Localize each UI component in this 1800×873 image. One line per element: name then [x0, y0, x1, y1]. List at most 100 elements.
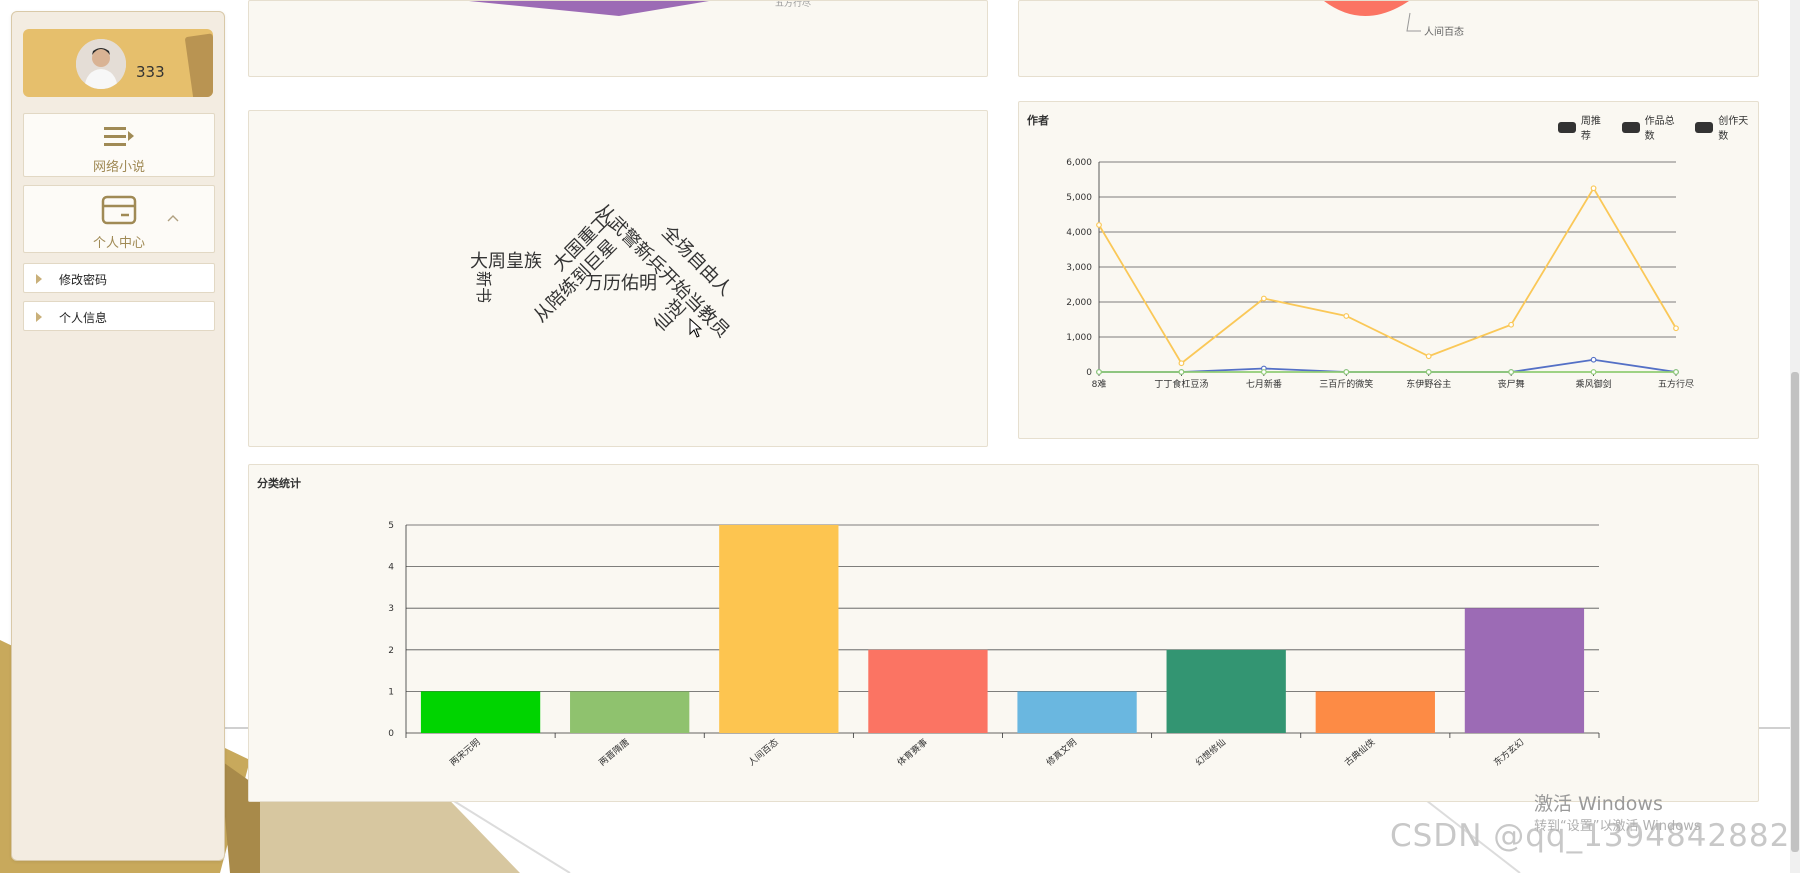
y-tick-label: 2,000	[1066, 298, 1092, 308]
x-tick-label: 两晋隋唐	[596, 736, 631, 768]
bar	[868, 649, 988, 733]
submenu-personal-info[interactable]: 个人信息	[23, 301, 215, 331]
scrollbar[interactable]	[1790, 0, 1800, 873]
legend-swatch	[1558, 121, 1576, 133]
partial-chart: 五方行尽	[469, 0, 811, 16]
data-point	[1178, 369, 1185, 375]
menu-personal-label: 个人中心	[92, 236, 145, 251]
x-tick-label: 8难	[1092, 379, 1107, 390]
activate-windows-text: 激活 Windows	[1534, 793, 1663, 815]
mouse-cursor-icon	[689, 318, 703, 338]
x-tick-label: 体育赛事	[895, 736, 930, 768]
bar	[420, 691, 541, 733]
x-tick-label: 东方玄幻	[1491, 736, 1526, 768]
x-tick-label: 两宋元明	[447, 736, 482, 768]
x-tick-label: 修真文明	[1044, 736, 1079, 768]
y-tick-label: 4	[388, 563, 394, 573]
chart-legend[interactable]: 周推荐 作品总数 创作天数	[1558, 112, 1758, 142]
caret-right-icon	[36, 274, 42, 284]
y-tick-label: 6,000	[1066, 158, 1092, 168]
bar	[1315, 691, 1435, 733]
legend-label: 作品总数	[1644, 116, 1675, 142]
panel-wordcloud: 大周皇族 大国重工 从武警新兵开始当教员 全场自由人 从陪练到巨星 万历佑明 新…	[248, 110, 988, 447]
activate-windows-hint: 转到“设置”以激活 Windows	[1534, 819, 1701, 834]
x-tick-label: 三百斤的微笑	[1319, 378, 1373, 390]
panel-category-chart: 分类统计 0 1 2 3 4 5 两宋元明 两晋隋唐 人间百态 体育赛事 修真文明 幻想修仙 古典仙侠 东…	[248, 464, 1759, 802]
x-tick-label: 五方行尽	[1658, 378, 1694, 390]
y-tick-label: 0	[1086, 368, 1092, 378]
legend-label: 创作天数	[1718, 116, 1749, 142]
list-icon	[104, 127, 134, 146]
data-point	[1260, 295, 1267, 302]
y-tick-label: 5	[388, 521, 394, 531]
avatar[interactable]	[76, 39, 126, 89]
data-point	[1343, 313, 1350, 319]
cloud-word[interactable]: 万历佑明	[585, 273, 657, 294]
x-tick-label: 古典仙侠	[1342, 736, 1377, 768]
y-tick-label: 4,000	[1066, 228, 1092, 238]
submenu-label: 修改密码	[59, 273, 108, 287]
data-point	[1590, 185, 1597, 192]
series-line	[1098, 186, 1677, 365]
panel-top-right: 人间百态	[1018, 0, 1759, 77]
y-tick-label: 5,000	[1066, 193, 1092, 203]
data-point	[1590, 369, 1597, 375]
legend-swatch	[1695, 121, 1714, 133]
menu-personal[interactable]: 个人中心	[23, 185, 215, 253]
panel-author-chart: 作者 周推荐 作品总数 创作天数 0 1,000 2,000 3,000 4,000 5,…	[1018, 101, 1759, 439]
pie-slice-label: 人间百态	[1424, 25, 1464, 38]
data-point	[1673, 325, 1679, 332]
data-point	[1673, 369, 1679, 375]
scrollbar-thumb[interactable]	[1791, 372, 1799, 852]
caret-right-icon	[36, 312, 42, 322]
y-tick-label: 0	[388, 729, 394, 739]
data-point	[1260, 369, 1267, 375]
data-point	[1508, 369, 1515, 375]
data-point	[1096, 369, 1102, 375]
y-tick-label: 2	[388, 646, 394, 656]
line-chart: 0 1,000 2,000 3,000 4,000 5,000 6,000 8难 丁丁食杠豆汤 七…	[1066, 158, 1694, 390]
data-point	[1343, 369, 1350, 375]
legend-swatch	[1621, 121, 1640, 133]
author-chart-title: 作者	[1027, 114, 1049, 127]
cloud-word[interactable]: 新书	[474, 271, 493, 304]
submenu-change-password[interactable]: 修改密码	[23, 263, 215, 293]
bar-chart: 0 1 2 3 4 5 两宋元明 两晋隋唐 人间百态 体育赛事 修真文明 幻想修仙 古典仙侠 东方玄幻	[388, 521, 1600, 768]
data-point	[1590, 356, 1597, 363]
y-tick-label: 1	[388, 687, 394, 697]
x-tick-label: 七月新番	[1246, 378, 1282, 390]
y-tick-label: 1,000	[1066, 333, 1092, 343]
data-point	[1096, 222, 1102, 228]
data-point	[1425, 369, 1432, 375]
pie-chart-partial: 人间百态	[1324, 1, 1464, 38]
x-tick-label: 丁丁食杠豆汤	[1154, 378, 1208, 390]
category-chart-title: 分类统计	[257, 477, 301, 490]
series-line	[1099, 358, 1677, 373]
x-tick-label: 东伊野谷主	[1406, 378, 1451, 390]
legend-label: 周推荐	[1580, 116, 1601, 142]
x-tick-label: 幻想修仙	[1193, 736, 1228, 768]
menu-novel[interactable]: 网络小说	[23, 113, 215, 177]
cloud-word[interactable]: 大周皇族	[470, 251, 542, 272]
partial-chart-label: 五方行尽	[775, 1, 811, 9]
card-icon	[101, 195, 137, 225]
y-tick-label: 3	[388, 604, 394, 614]
user-card[interactable]: 333	[23, 29, 213, 97]
bar	[1464, 608, 1585, 733]
menu-novel-label: 网络小说	[92, 160, 145, 175]
x-tick-label: 人间百态	[745, 736, 780, 768]
data-point	[1425, 353, 1432, 360]
data-point	[1508, 321, 1515, 328]
chevron-up-icon[interactable]	[167, 214, 179, 222]
bar	[570, 691, 690, 733]
y-tick-label: 3,000	[1066, 263, 1092, 273]
bar	[1017, 691, 1137, 733]
bar	[1166, 649, 1286, 733]
panel-top-left: 五方行尽	[248, 0, 988, 77]
csdn-watermark: CSDN @qq_1394842882	[1390, 818, 1791, 854]
bar	[719, 525, 839, 733]
submenu-label: 个人信息	[59, 311, 108, 325]
x-tick-label: 乘风御剑	[1576, 378, 1612, 390]
x-tick-label: 丧尸舞	[1498, 379, 1525, 390]
sidebar: 333 网络小说 个人中心 修改密码 个人信息	[11, 11, 225, 861]
